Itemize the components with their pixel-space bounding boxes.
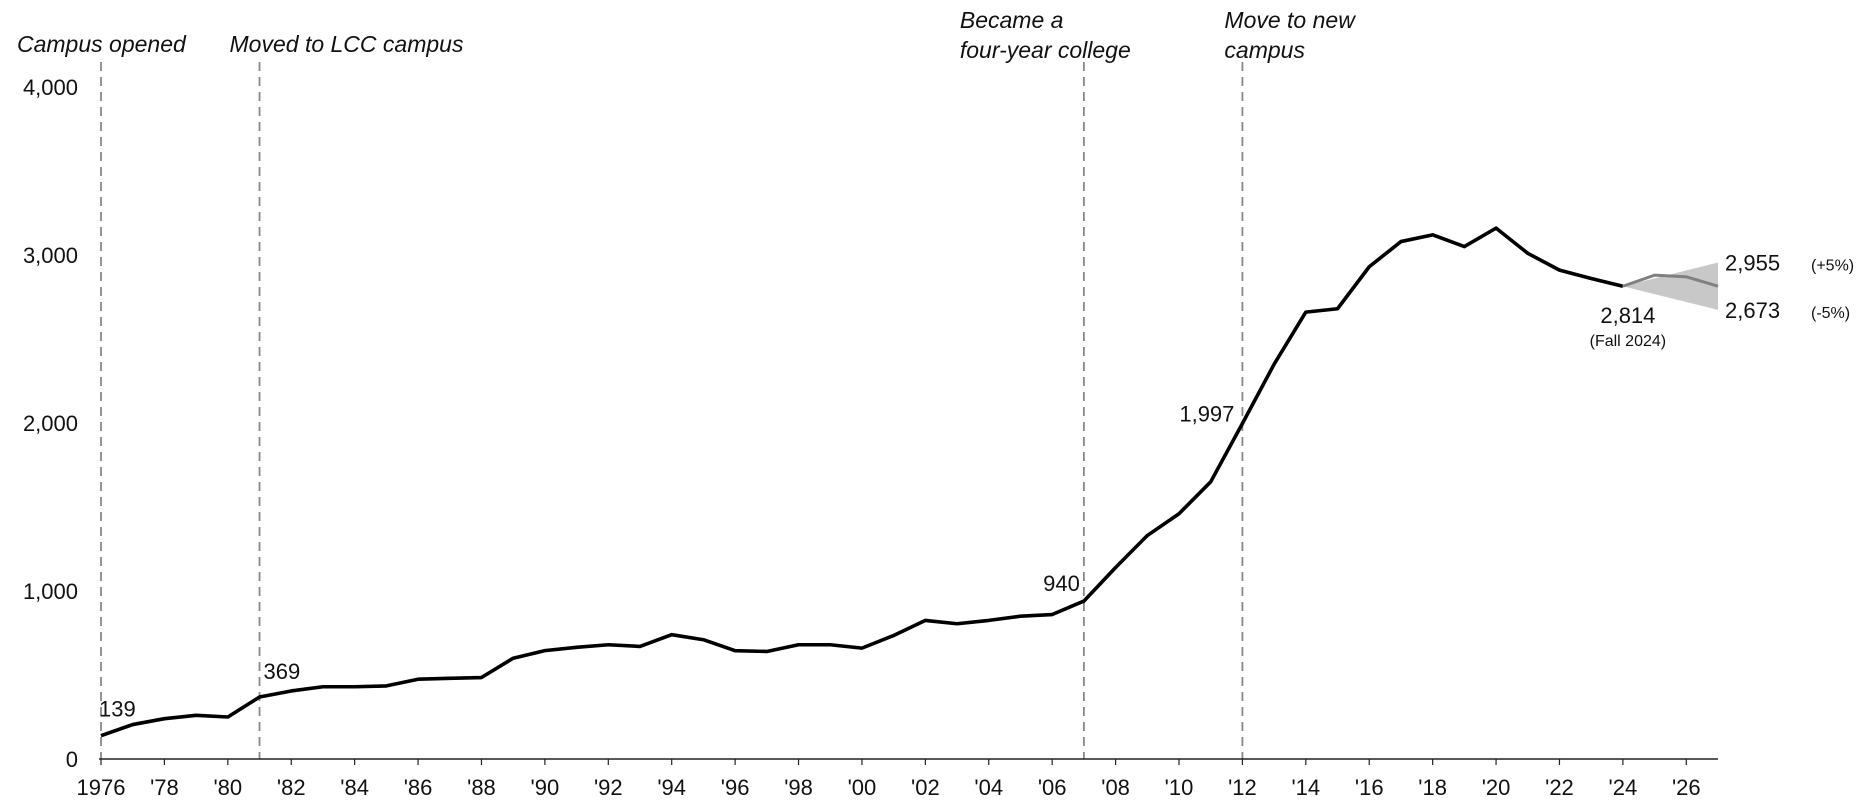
data-label: 369 (264, 659, 301, 684)
axes: 1976 '78 '80 '82 '84 '86 '88 '90 '92 '94 '96 '98 '00… (23, 75, 1718, 800)
x-tick-label: '84 (340, 775, 369, 800)
x-tick-label: '82 (277, 775, 306, 800)
x-tick-label: '92 (594, 775, 623, 800)
x-tick-label: '98 (784, 775, 813, 800)
x-tick-label: '96 (721, 775, 750, 800)
x-tick-label: '12 (1228, 775, 1257, 800)
x-tick-label: '02 (911, 775, 940, 800)
x-tick-label: '22 (1545, 775, 1574, 800)
x-tick-label: '08 (1101, 775, 1130, 800)
y-tick-label: 3,000 (23, 243, 78, 268)
y-tick-label: 2,000 (23, 411, 78, 436)
data-label-sub: (-5%) (1811, 305, 1850, 322)
x-tick-label: '26 (1672, 775, 1701, 800)
data-label-sub: (Fall 2024) (1590, 333, 1666, 350)
x-tick-label: '16 (1355, 775, 1384, 800)
x-tick-label: '94 (657, 775, 686, 800)
data-label: 2,673 (1725, 298, 1780, 323)
data-label: 1,997 (1179, 402, 1234, 427)
x-tick-label: '20 (1482, 775, 1511, 800)
x-tick-label: '90 (531, 775, 560, 800)
projection-band (1622, 262, 1718, 310)
series-line-projection (1622, 273, 1719, 288)
x-tick-label: '06 (1038, 775, 1067, 800)
event-label: four-year college (960, 37, 1131, 63)
y-tick-label: 4,000 (23, 75, 78, 100)
data-labels: 139 369 940 1,997 2,814 (Fall 2024) 2,955 (+5%)… (99, 251, 1854, 722)
x-tick-label: '88 (467, 775, 496, 800)
series-lines (100, 226, 1719, 738)
x-tick-label: '04 (974, 775, 1003, 800)
event-label: Campus opened (17, 31, 187, 57)
event-label: Moved to LCC campus (230, 31, 464, 57)
series-line-history (100, 226, 1624, 738)
y-tick-label: 0 (66, 747, 78, 772)
event-label: campus (1224, 37, 1305, 63)
x-tick-label: '24 (1609, 775, 1638, 800)
event-label: Became a (960, 7, 1064, 33)
projection-band-group (1622, 262, 1718, 310)
event-markers: Campus opened Moved to LCC campus Became a… (17, 7, 1356, 759)
x-tick-label: '86 (404, 775, 433, 800)
x-tick-label: 1976 (77, 775, 126, 800)
data-label: 940 (1043, 571, 1080, 596)
x-tick-label: '00 (848, 775, 877, 800)
x-tick-label: '14 (1291, 775, 1320, 800)
data-label-sub: (+5%) (1811, 258, 1854, 275)
x-tick-label: '80 (213, 775, 242, 800)
event-label: Move to new (1224, 7, 1356, 33)
data-label: 2,814 (1600, 303, 1655, 328)
data-label: 2,955 (1725, 251, 1780, 276)
x-tick-label: '10 (1165, 775, 1194, 800)
y-tick-label: 1,000 (23, 579, 78, 604)
x-tick-label: '18 (1418, 775, 1447, 800)
x-tick-label: '78 (150, 775, 179, 800)
data-label: 139 (99, 697, 136, 722)
